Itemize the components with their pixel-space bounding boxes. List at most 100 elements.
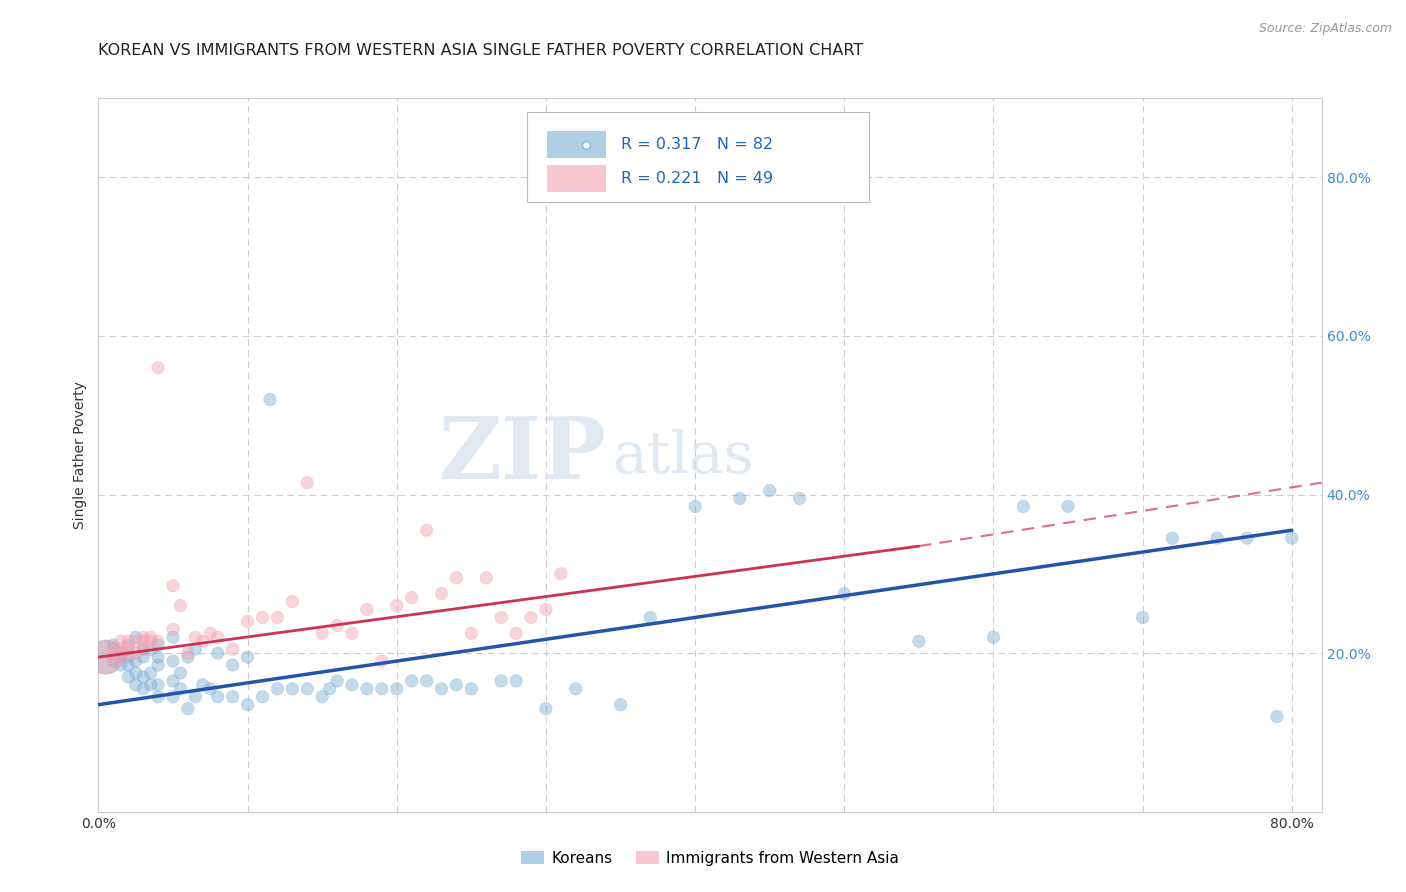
Point [117,642,139,657]
Point [125,654,148,668]
Point [311,690,333,704]
Point [139,630,162,644]
Point [117,634,139,648]
Point [415,673,437,688]
Point [520,610,543,624]
Point [1057,500,1080,514]
Point [146,690,169,704]
Point [117,646,139,660]
Point [117,658,139,673]
Point [385,599,408,613]
Point [1132,610,1154,624]
Point [117,670,139,684]
Point [94,650,117,665]
Point [162,690,184,704]
Point [401,673,423,688]
Point [534,602,557,616]
Text: atlas: atlas [612,429,754,485]
Point [191,634,214,648]
Point [139,642,162,657]
Point [281,681,304,696]
Point [252,690,274,704]
Point [446,678,468,692]
Point [505,626,527,640]
Point [534,701,557,715]
Point [385,681,408,696]
Point [640,610,662,624]
Point [177,650,200,665]
Point [103,638,125,652]
Point [132,642,155,657]
Text: ZIP: ZIP [439,413,606,497]
Point [475,571,498,585]
Point [184,690,207,704]
Point [1206,531,1229,545]
Point [200,626,222,640]
Point [609,698,631,712]
Point [146,638,169,652]
Point [125,646,148,660]
Point [489,610,512,624]
Point [356,602,378,616]
Point [162,623,184,637]
Point [184,642,207,657]
Point [281,594,304,608]
Point [983,630,1005,644]
Legend: Koreans, Immigrants from Western Asia: Koreans, Immigrants from Western Asia [515,845,905,871]
Point [117,638,139,652]
Point [125,665,148,680]
Point [110,634,132,648]
Point [565,681,588,696]
Point [110,642,132,657]
Point [340,678,363,692]
FancyBboxPatch shape [526,112,869,202]
Point [125,634,148,648]
Point [132,670,155,684]
Point [460,626,482,640]
Point [236,698,259,712]
Point [162,579,184,593]
Point [266,681,288,696]
Point [908,634,931,648]
Point [132,634,155,648]
Point [139,634,162,648]
Point [236,650,259,665]
Point [169,599,191,613]
Point [207,630,229,644]
Point [430,681,453,696]
Point [266,610,288,624]
Point [146,360,169,375]
Point [207,690,229,704]
Point [200,681,222,696]
Point [430,587,453,601]
Point [103,654,125,668]
Text: R = 0.221   N = 49: R = 0.221 N = 49 [620,171,773,186]
Point [177,701,200,715]
Text: R = 0.317   N = 82: R = 0.317 N = 82 [620,137,773,152]
Point [132,630,155,644]
Y-axis label: Single Father Poverty: Single Father Poverty [73,381,87,529]
Point [169,681,191,696]
Point [326,673,349,688]
Point [326,618,349,632]
Point [318,681,340,696]
Point [110,658,132,673]
Point [103,650,125,665]
Point [505,673,527,688]
Point [132,681,155,696]
Point [401,591,423,605]
Point [415,523,437,537]
Point [728,491,751,506]
Point [221,658,243,673]
Point [146,678,169,692]
Point [110,650,132,665]
Point [162,673,184,688]
Point [489,673,512,688]
Point [103,642,125,657]
Point [125,630,148,644]
Bar [547,165,606,193]
Point [146,650,169,665]
Point [1265,709,1288,723]
Point [191,678,214,692]
Point [125,678,148,692]
